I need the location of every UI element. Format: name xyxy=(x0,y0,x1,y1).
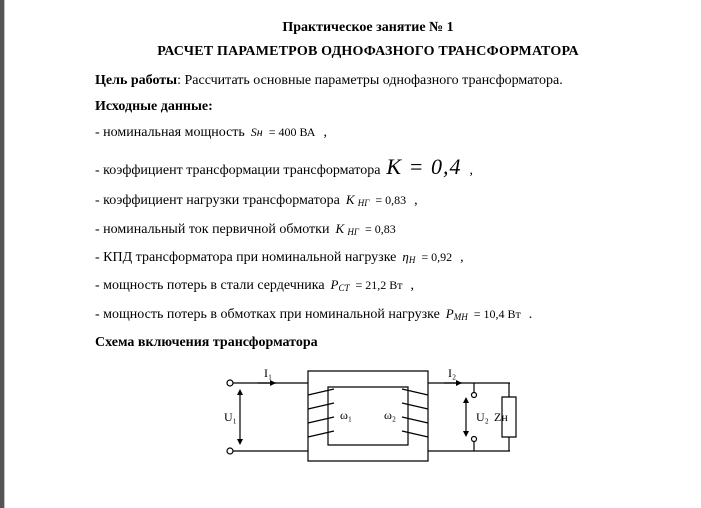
item-value: = 0,83 xyxy=(375,192,406,209)
label-Zn: Zн xyxy=(494,410,508,424)
label-U1: U₁ xyxy=(224,410,237,424)
item-value: = 400 ВА xyxy=(269,124,316,141)
item-text: - мощность потерь в обмотках при номинал… xyxy=(95,305,440,325)
goal-label: Цель работы xyxy=(95,73,177,88)
item-symbol: PСТ xyxy=(331,276,350,295)
goal-text: : Рассчитать основные параметры однофазн… xyxy=(177,73,563,88)
item-symbol: Sн xyxy=(251,124,263,141)
item-text: - номинальный ток первичной обмотки xyxy=(95,220,329,240)
comma: , xyxy=(411,276,415,296)
label-U2: U₂ xyxy=(476,410,489,424)
item-formula: K = 0,4 xyxy=(386,151,461,183)
item-text: - номинальная мощность xyxy=(95,123,245,143)
item-value: = 10,4 Вт xyxy=(474,306,521,323)
item-symbol: K НГ xyxy=(346,191,370,210)
document-page: Практическое занятие № 1 РАСЧЕТ ПАРАМЕТР… xyxy=(4,0,701,508)
item-symbol: K НГ xyxy=(335,220,359,239)
item-text: - мощность потерь в стали сердечника xyxy=(95,276,325,296)
label-I2: I₂ xyxy=(448,366,456,380)
comma: , xyxy=(414,191,418,211)
schema-container: I₁ I₂ U₁ U₂ ω₁ ω₂ Zн xyxy=(95,359,641,469)
item-value: = 0,92 xyxy=(421,249,452,266)
item-value: = 0,83 xyxy=(365,221,396,238)
transformer-schematic: I₁ I₂ U₁ U₂ ω₁ ω₂ Zн xyxy=(218,359,518,469)
label-w2: ω₂ xyxy=(384,408,396,422)
main-title: РАСЧЕТ ПАРАМЕТРОВ ОДНОФАЗНОГО ТРАНСФОРМА… xyxy=(95,42,641,62)
item-kpd: - КПД трансформатора при номинальной наг… xyxy=(95,248,641,268)
comma: , xyxy=(323,123,327,143)
goal-line: Цель работы: Рассчитать основные парамет… xyxy=(95,71,641,91)
comma: . xyxy=(529,305,533,325)
comma: , xyxy=(460,248,464,268)
item-text: - КПД трансформатора при номинальной наг… xyxy=(95,248,396,268)
item-value: = 21,2 Вт xyxy=(356,277,403,294)
label-w1: ω₁ xyxy=(340,408,352,422)
item-steel-loss: - мощность потерь в стали сердечника PСТ… xyxy=(95,276,641,296)
input-data-heading: Исходные данные: xyxy=(95,97,641,117)
item-load-coeff: - коэффициент нагрузки трансформатора K … xyxy=(95,191,641,211)
item-trans-coeff: - коэффициент трансформации трансформато… xyxy=(95,151,641,183)
schema-heading: Схема включения трансформатора xyxy=(95,333,641,353)
item-text: - коэффициент трансформации трансформато… xyxy=(95,161,380,181)
item-nominal-power: - номинальная мощность Sн = 400 ВА, xyxy=(95,123,641,143)
item-primary-current: - номинальный ток первичной обмотки K НГ… xyxy=(95,220,641,240)
item-symbol: ηН xyxy=(402,248,415,267)
item-text: - коэффициент нагрузки трансформатора xyxy=(95,191,340,211)
item-winding-loss: - мощность потерь в обмотках при номинал… xyxy=(95,305,641,325)
item-symbol: PМН xyxy=(446,305,468,324)
comma: , xyxy=(469,161,473,181)
lesson-heading: Практическое занятие № 1 xyxy=(95,18,641,38)
label-I1: I₁ xyxy=(264,366,272,380)
page-backdrop: Практическое занятие № 1 РАСЧЕТ ПАРАМЕТР… xyxy=(0,0,701,508)
